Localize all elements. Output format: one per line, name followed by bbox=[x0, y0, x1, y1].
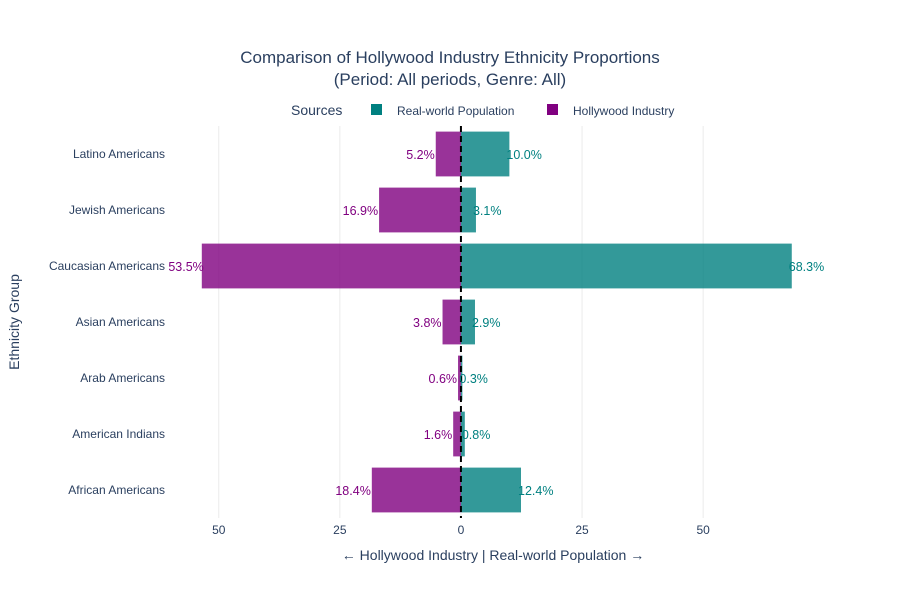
category-label-american-indians: American Indians bbox=[72, 427, 165, 441]
data-label-hollywood-industry-african-americans: 18.4% bbox=[335, 484, 370, 498]
bar-hollywood-industry-african-americans bbox=[371, 467, 461, 513]
bar-hollywood-industry-asian-americans bbox=[442, 299, 461, 345]
x-axis-title: ← Hollywood Industry | Real-world Popula… bbox=[342, 547, 644, 563]
data-label-hollywood-industry-american-indians: 1.6% bbox=[424, 428, 453, 442]
data-label-real-world-population-jewish-americans: 3.1% bbox=[473, 204, 502, 218]
category-label-latino-americans: Latino Americans bbox=[73, 147, 165, 161]
data-label-real-world-population-arab-americans: 0.3% bbox=[459, 372, 488, 386]
bars bbox=[201, 131, 792, 513]
data-label-real-world-population-american-indians: 0.8% bbox=[462, 428, 491, 442]
legend-label-real-world[interactable]: Real-world Population bbox=[397, 104, 514, 118]
category-label-african-americans: African Americans bbox=[68, 483, 165, 497]
legend-swatch-real-world[interactable] bbox=[371, 104, 382, 115]
bar-real-world-population-american-indians bbox=[460, 411, 465, 457]
category-label-jewish-americans: Jewish Americans bbox=[69, 203, 165, 217]
data-label-hollywood-industry-jewish-americans: 16.9% bbox=[343, 204, 378, 218]
category-label-arab-americans: Arab Americans bbox=[80, 371, 165, 385]
legend-title: Sources bbox=[291, 102, 342, 118]
legend[interactable]: Sources Real-world Population Hollywood … bbox=[291, 102, 674, 118]
legend-swatch-hollywood[interactable] bbox=[547, 104, 558, 115]
category-label-caucasian-americans: Caucasian Americans bbox=[49, 259, 165, 273]
legend-label-hollywood: Hollywood Industry bbox=[573, 104, 674, 118]
x-tick-label: 50 bbox=[212, 523, 226, 537]
x-tick-label: 50 bbox=[696, 523, 710, 537]
bar-real-world-population-asian-americans bbox=[460, 299, 475, 345]
data-label-hollywood-industry-latino-americans: 5.2% bbox=[406, 148, 435, 162]
data-label-real-world-population-caucasian-americans: 68.3% bbox=[789, 260, 824, 274]
data-label-hollywood-industry-caucasian-americans: 53.5% bbox=[168, 260, 203, 274]
data-labels: 10.0% 5.2% 3.1% 16.9% 68.3% 53.5% 2.9% 3.8% 0.3%… bbox=[168, 148, 824, 498]
data-label-real-world-population-african-americans: 12.4% bbox=[518, 484, 553, 498]
y-axis-title: Ethnicity Group bbox=[6, 274, 22, 370]
bar-hollywood-industry-latino-americans bbox=[435, 131, 461, 177]
data-label-hollywood-industry-asian-americans: 3.8% bbox=[413, 316, 442, 330]
chart-title-line-2: (Period: All periods, Genre: All) bbox=[334, 70, 566, 89]
bar-real-world-population-caucasian-americans bbox=[460, 243, 792, 289]
x-tick-label: 25 bbox=[333, 523, 347, 537]
chart-title-line-1: Comparison of Hollywood Industry Ethnici… bbox=[240, 48, 660, 67]
bar-hollywood-industry-american-indians bbox=[453, 411, 461, 457]
x-tick-label: 25 bbox=[575, 523, 589, 537]
data-label-real-world-population-asian-americans: 2.9% bbox=[472, 316, 501, 330]
category-labels: Latino Americans Jewish Americans Caucasia… bbox=[49, 147, 165, 497]
x-tick-labels: 50 25 0 25 50 bbox=[212, 523, 710, 537]
bar-real-world-population-african-americans bbox=[460, 467, 521, 513]
bar-real-world-population-jewish-americans bbox=[460, 187, 476, 233]
data-label-hollywood-industry-arab-americans: 0.6% bbox=[429, 372, 458, 386]
bar-hollywood-industry-arab-americans bbox=[458, 355, 461, 401]
x-tick-label: 0 bbox=[458, 523, 465, 537]
bar-hollywood-industry-jewish-americans bbox=[379, 187, 461, 233]
bar-real-world-population-latino-americans bbox=[460, 131, 510, 177]
category-label-asian-americans: Asian Americans bbox=[76, 315, 165, 329]
bar-hollywood-industry-caucasian-americans bbox=[201, 243, 461, 289]
data-label-real-world-population-latino-americans: 10.0% bbox=[506, 148, 541, 162]
